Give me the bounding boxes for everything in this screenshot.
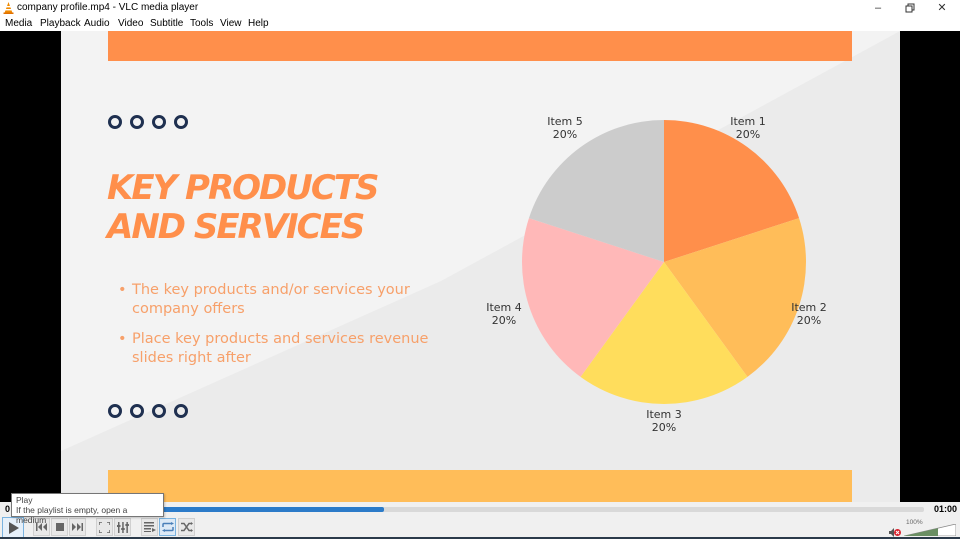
shuffle-icon [180,522,193,532]
menu-media[interactable]: Media [5,18,33,29]
bullet-item: Place key products and services revenue … [118,330,438,368]
pie-slice-3 [580,262,748,404]
bullet-item: The key products and/or services your co… [118,281,438,319]
pie-label-item-2: Item 2 20% [791,301,827,327]
tooltip-title: Play [16,495,33,505]
circle-icon [108,404,122,418]
pie-chart: Item 1 20% Item 2 20% Item 3 20% Item 4 … [471,101,871,451]
circle-icon [108,115,122,129]
player-controls: 0 01:00 100% [0,502,960,539]
menu-view[interactable]: View [220,18,242,29]
pie-label-item-5: Item 5 20% [547,115,583,141]
equalizer-icon [116,521,129,533]
seek-progress [14,507,385,512]
play-tooltip: Play If the playlist is empty, open a me… [11,493,164,525]
menu-playback[interactable]: Playback [40,18,81,29]
circle-icon [152,115,166,129]
stop-icon [55,523,64,531]
playlist-button[interactable] [141,518,158,536]
minimize-button[interactable]: – [863,0,893,17]
circle-icon [130,115,144,129]
pie-slice-2 [664,218,806,377]
speaker-muted-icon[interactable] [889,528,901,537]
volume-percent: 100% [906,519,923,526]
title-bar: company profile.mp4 - VLC media player –… [0,0,960,17]
volume-slider[interactable] [904,524,956,536]
fullscreen-button[interactable] [96,518,113,536]
circle-icon [130,404,144,418]
menu-help[interactable]: Help [248,18,269,29]
playlist-icon [143,522,156,532]
total-time: 01:00 [934,504,958,514]
menu-subtitle[interactable]: Subtitle [150,18,184,29]
restore-icon [905,3,915,13]
top-dots-decoration [108,115,188,129]
tooltip-text: If the playlist is empty, open a medium [16,505,128,525]
previous-icon [36,523,47,531]
circle-icon [174,404,188,418]
vlc-cone-icon [3,2,14,14]
pie-slice-5 [528,120,664,262]
extended-settings-button[interactable] [114,518,131,536]
top-accent-bar [108,31,852,61]
menu-bar: Media Playback Audio Video Subtitle Tool… [0,17,960,31]
minimize-icon: – [874,2,882,14]
slide-heading: KEY PRODUCTS AND SERVICES [107,168,379,247]
elapsed-time: 0 [5,504,11,514]
window-title: company profile.mp4 - VLC media player [17,2,199,13]
close-button[interactable]: ✕ [927,0,957,17]
bullet-list: The key products and/or services your co… [118,281,438,379]
menu-audio[interactable]: Audio [84,18,110,29]
next-icon [72,523,83,531]
bottom-accent-bar [108,470,852,502]
heading-line-2: AND SERVICES [107,207,365,247]
loop-icon [161,522,174,532]
play-icon [8,521,19,534]
pie-label-item-1: Item 1 20% [730,115,766,141]
window-bottom-edge [0,537,960,539]
seek-bar[interactable] [14,507,924,512]
bottom-dots-decoration [108,404,188,418]
pie-slice-4 [522,218,664,377]
presentation-slide: KEY PRODUCTS AND SERVICES The key produc… [61,31,900,502]
close-icon: ✕ [937,2,947,14]
pie-slice-1 [664,120,800,262]
stop-button[interactable] [51,518,68,536]
shuffle-button[interactable] [178,518,195,536]
pie-chart-graphic [522,120,806,404]
pie-label-item-4: Item 4 20% [486,301,522,327]
circle-icon [152,404,166,418]
previous-button[interactable] [33,518,50,536]
menu-tools[interactable]: Tools [190,18,214,29]
video-area[interactable]: KEY PRODUCTS AND SERVICES The key produc… [0,31,960,502]
maximize-button[interactable] [895,0,925,17]
heading-line-1: KEY PRODUCTS [107,168,379,208]
next-button[interactable] [69,518,86,536]
loop-button[interactable] [159,518,176,536]
menu-video[interactable]: Video [118,18,144,29]
circle-icon [174,115,188,129]
pie-label-item-3: Item 3 20% [646,408,682,434]
